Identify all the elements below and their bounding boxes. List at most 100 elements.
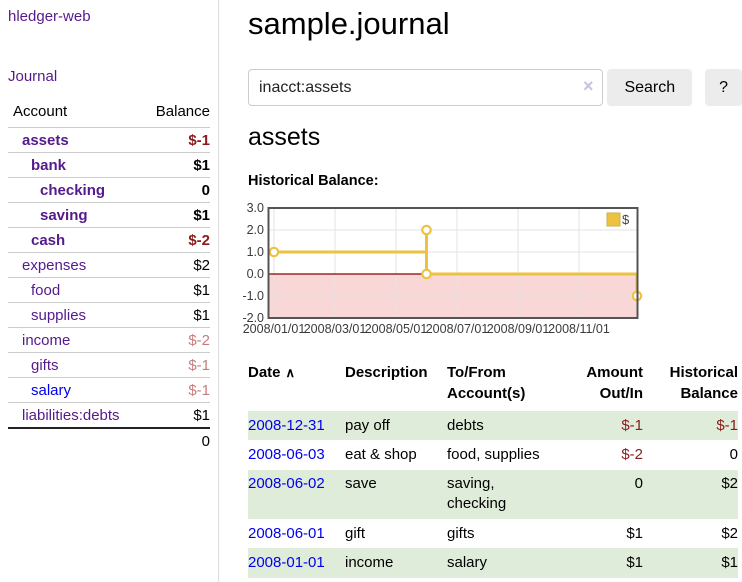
sidebar: hledger-web Journal Account Balance asse… (0, 0, 219, 582)
plot-border (267, 207, 639, 319)
svg-text:-2.0: -2.0 (243, 311, 264, 325)
account-row-food: food $1 (8, 277, 210, 303)
account-row-bank: bank $1 (8, 152, 210, 178)
svg-text:2008/09/01: 2008/09/01 (487, 322, 550, 336)
clear-search-icon[interactable]: × (582, 76, 594, 96)
svg-text:2008/03/01: 2008/03/01 (304, 322, 367, 336)
chart-title: Historical Balance: (248, 173, 379, 189)
svg-text:0.0: 0.0 (247, 267, 264, 281)
transaction-balance: $2 (721, 524, 738, 542)
sidebar-nav: Journal (8, 68, 210, 86)
account-balance: 0 (139, 177, 210, 203)
account-balance: $-1 (139, 127, 210, 153)
account-link-expenses[interactable]: expenses (22, 256, 87, 274)
svg-text:-1.0: -1.0 (243, 289, 264, 303)
account-link-food[interactable]: food (31, 281, 61, 299)
data-point[interactable] (268, 246, 280, 258)
transaction-amount: $-1 (569, 411, 643, 441)
svg-text:2.0: 2.0 (247, 223, 264, 237)
svg-text:1.0: 1.0 (247, 245, 264, 259)
account-row-gifts: gifts $-1 (8, 352, 210, 378)
transaction-date-link[interactable]: 2008-12-31 (248, 416, 325, 434)
transaction-balance: $1 (643, 548, 738, 578)
transaction-date-link[interactable]: 2008-06-03 (248, 445, 325, 463)
accounts-col-header-account: Account (13, 103, 68, 120)
account-row-income: income $-2 (8, 327, 210, 353)
search-form: × Search ? (248, 69, 742, 106)
account-balance: $2 (139, 252, 210, 278)
account-row-checking: checking 0 (8, 177, 210, 203)
account-balance: $-2 (139, 227, 210, 253)
register-row: 2008-12-31 pay off debts $-1 $-1 (248, 411, 738, 441)
svg-text:2008/05/01: 2008/05/01 (365, 322, 428, 336)
main-content: sample.journal × Search ? assets Histori… (243, 0, 742, 578)
account-row-saving: saving $1 (8, 202, 210, 228)
account-link-saving[interactable]: saving (40, 206, 88, 224)
legend-swatch (606, 212, 621, 227)
account-balance: $1 (139, 202, 210, 228)
col-header-balance: Historical Balance (669, 364, 738, 402)
transaction-accounts: food, supplies (447, 445, 540, 463)
transaction-description: gift (345, 524, 366, 542)
account-balance: $1 (139, 402, 210, 428)
col-header-description: Description (345, 364, 428, 381)
account-balance: $1 (139, 152, 210, 178)
transaction-date-link[interactable]: 2008-06-01 (248, 524, 325, 542)
data-point[interactable] (421, 268, 432, 280)
account-link-salary[interactable]: salary (31, 381, 72, 399)
transaction-description: save (345, 469, 447, 519)
register-table: Date ∧ Description To/From Account(s) Amo… (248, 362, 738, 578)
transaction-amount: $1 (569, 548, 643, 578)
x-axis-labels: 2008/01/01 2008/03/01 2008/05/01 2008/07… (243, 322, 610, 336)
col-header-accounts: To/From Account(s) (447, 364, 526, 402)
svg-text:3.0: 3.0 (247, 202, 264, 215)
transaction-amount: $1 (626, 524, 643, 542)
search-help-button[interactable]: ? (705, 69, 742, 106)
transaction-amount: $-2 (621, 445, 643, 463)
transaction-balance: $2 (643, 469, 738, 519)
search-input[interactable] (248, 69, 604, 106)
account-link-gifts[interactable]: gifts (31, 356, 59, 374)
account-balance: $-1 (139, 352, 210, 378)
account-link-bank[interactable]: bank (31, 156, 67, 174)
account-link-cash[interactable]: cash (31, 231, 66, 249)
accounts-header-row: Account Balance (8, 101, 210, 128)
account-row-cash: cash $-2 (8, 227, 210, 253)
account-link-income[interactable]: income (22, 331, 71, 349)
transaction-balance: 0 (729, 445, 738, 463)
transaction-date-link[interactable]: 2008-01-01 (248, 553, 325, 571)
sidebar-item-journal[interactable]: Journal (8, 68, 58, 85)
account-link-supplies[interactable]: supplies (31, 306, 87, 324)
register-row: 2008-01-01 income salary $1 $1 (248, 548, 738, 578)
app-title: hledger-web (8, 8, 210, 26)
data-point[interactable] (421, 224, 432, 236)
col-header-date-label: Date (248, 364, 281, 381)
account-link-checking[interactable]: checking (40, 181, 106, 199)
page-title: sample.journal (248, 6, 450, 41)
transaction-date-link[interactable]: 2008-06-02 (248, 475, 325, 492)
transaction-amount: 0 (569, 469, 643, 519)
register-row: 2008-06-02 save saving, checking 0 $2 (248, 469, 738, 519)
col-header-amount: Amount Out/In (586, 364, 643, 402)
account-link-assets[interactable]: assets (22, 131, 69, 149)
accounts-col-header-balance: Balance (155, 103, 210, 120)
accounts-table: Account Balance assets $-1 bank $1 check… (8, 101, 210, 453)
col-header-date[interactable]: Date ∧ (248, 362, 345, 411)
account-heading: assets (248, 123, 321, 151)
account-row-salary: salary $-1 (8, 377, 210, 403)
account-link-liabilities-debts[interactable]: liabilities:debts (22, 406, 120, 424)
search-button[interactable]: Search (607, 69, 693, 106)
accounts-total-row: 0 (8, 427, 210, 453)
register-row: 2008-06-01 gift gifts $1 $2 (248, 519, 738, 548)
account-row-expenses: expenses $2 (8, 252, 210, 278)
svg-text:2008/11/01: 2008/11/01 (548, 322, 610, 336)
transaction-accounts: debts (447, 411, 569, 441)
y-axis-labels: 3.0 2.0 1.0 0.0 -1.0 -2.0 (243, 202, 264, 325)
accounts-total-value: 0 (139, 427, 210, 453)
transaction-accounts: saving, checking (447, 469, 569, 519)
svg-text:2008/07/01: 2008/07/01 (426, 322, 489, 336)
app-title-link[interactable]: hledger-web (8, 8, 91, 25)
sort-asc-icon: ∧ (285, 365, 296, 380)
transaction-balance: $-1 (643, 411, 738, 441)
register-header-row: Date ∧ Description To/From Account(s) Amo… (248, 362, 738, 411)
